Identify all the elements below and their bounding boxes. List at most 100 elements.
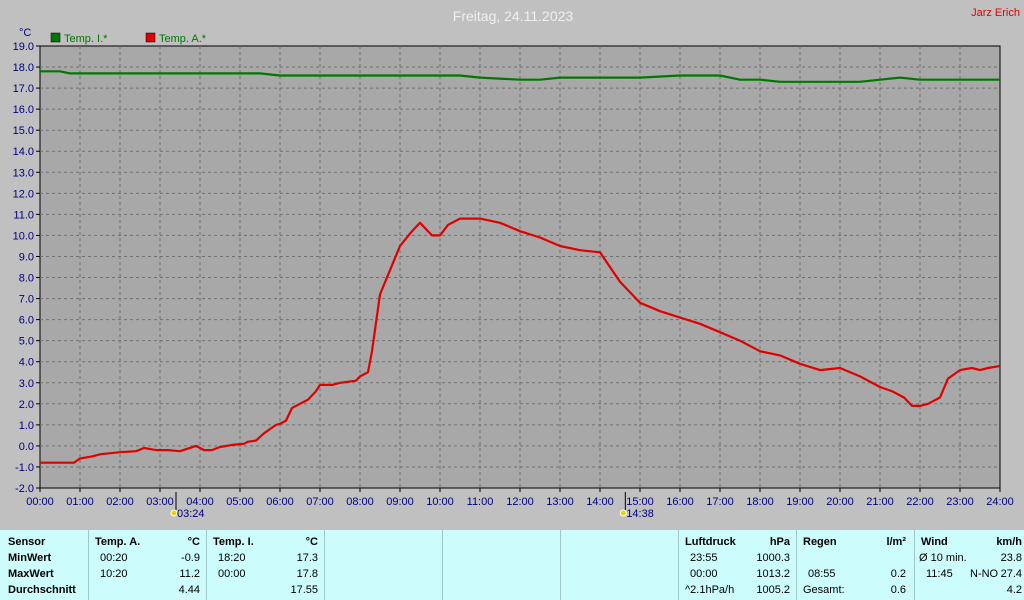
legend-swatch-temp-i: [50, 32, 61, 43]
y-tick-label: -2.0: [15, 483, 34, 495]
legend-label-temp-i: Temp. I.*: [64, 33, 108, 45]
y-tick-label: -1.0: [15, 462, 34, 474]
x-tick-label: 03:00: [146, 496, 174, 508]
x-tick-label: 23:00: [946, 496, 974, 508]
y-tick-label: 14.0: [13, 146, 34, 158]
temp-i-max: 17.8: [296, 568, 318, 580]
x-tick-label: 02:00: [106, 496, 134, 508]
y-tick-label: 7.0: [19, 294, 34, 306]
temp-a-min: -0.9: [181, 552, 200, 564]
y-tick-label: 8.0: [19, 273, 34, 285]
y-tick-label: 3.0: [19, 378, 34, 390]
pressure-max: 1013.2: [756, 568, 790, 580]
temp-a-max-time: 10:20: [100, 568, 128, 580]
y-tick-label: 1.0: [19, 420, 34, 432]
x-tick-label: 04:00: [186, 496, 214, 508]
wind-max-time: 11:45: [926, 568, 953, 580]
wind-max-dir: N-NO: [970, 568, 999, 580]
statistics-table: Sensor MinWert MaxWert Durchschnitt Temp…: [0, 530, 1024, 600]
rain-max: 0.2: [890, 568, 906, 580]
temperature-chart: Freitag, 24.11.2023 Jarz Erich °C Temp. …: [13, 7, 1020, 520]
pressure-min-time: 23:55: [690, 552, 718, 564]
y-tick-label: 5.0: [19, 336, 34, 348]
pressure-trend: ^2.1hPa/h: [685, 584, 735, 596]
rain-unit: l/m²: [886, 536, 906, 548]
x-tick-label: 00:00: [26, 496, 54, 508]
wind-mean: 4.2: [1006, 584, 1022, 596]
y-axis-unit: °C: [19, 27, 31, 39]
series-lines: [40, 70, 1001, 464]
x-tick-label: 22:00: [906, 496, 934, 508]
sunset-icon: [619, 509, 627, 517]
sunrise-icon: [170, 509, 178, 517]
rain-max-time: 08:55: [808, 568, 836, 580]
temp-a-min-time: 00:20: [100, 552, 128, 564]
y-tick-label: 6.0: [19, 315, 34, 327]
x-tick-label: 13:00: [546, 496, 574, 508]
temp-i-unit: °C: [305, 536, 318, 548]
temp-a-unit: °C: [187, 536, 200, 548]
author-label: Jarz Erich: [971, 7, 1020, 19]
x-tick-label: 21:00: [866, 496, 894, 508]
temp-a-header: Temp. A.: [95, 536, 141, 548]
wind-max: 27.4: [1000, 568, 1022, 580]
y-tick-label: 19.0: [13, 41, 34, 53]
wind-avg-label: Ø 10 min.: [919, 552, 967, 564]
rain-total-label: Gesamt:: [803, 584, 845, 596]
temp-a-max: 11.2: [179, 568, 200, 580]
y-tick-label: 0.0: [19, 441, 34, 453]
temp-i-min-time: 18:20: [218, 552, 246, 564]
x-tick-label: 14:00: [586, 496, 614, 508]
series-line-temp-i: [40, 70, 1000, 83]
x-tick-label: 15:00: [626, 496, 654, 508]
x-tick-label: 07:00: [306, 496, 334, 508]
y-tick-label: 9.0: [19, 251, 34, 263]
x-tick-label: 01:00: [66, 496, 94, 508]
y-tick-label: 11.0: [13, 209, 34, 221]
pressure-unit: hPa: [769, 536, 790, 548]
temp-a-avg: 4.44: [178, 584, 200, 596]
sun-marker-label: 03:24: [177, 508, 205, 520]
x-tick-label: 19:00: [786, 496, 814, 508]
y-tick-label: 10.0: [13, 230, 34, 242]
x-tick-label: 05:00: [226, 496, 254, 508]
legend-swatch-temp-a: [145, 32, 156, 43]
wind-header: Wind: [921, 536, 948, 548]
y-tick-label: 4.0: [19, 357, 34, 369]
y-tick-label: 15.0: [13, 125, 34, 137]
y-tick-label: 13.0: [13, 167, 34, 179]
y-tick-label: 12.0: [13, 188, 34, 200]
x-tick-label: 20:00: [826, 496, 854, 508]
wind-unit: km/h: [996, 536, 1022, 548]
x-tick-label: 11:00: [467, 496, 494, 508]
x-tick-label: 17:00: [706, 496, 734, 508]
x-tick-label: 09:00: [386, 496, 414, 508]
x-tick-label: 16:00: [666, 496, 694, 508]
sun-markers: 03:24 14:38: [170, 492, 654, 520]
wind-avg: 23.8: [1000, 552, 1022, 564]
temp-i-avg: 17.55: [290, 584, 318, 596]
y-tick-label: 16.0: [13, 104, 34, 116]
temp-i-min: 17.3: [296, 552, 318, 564]
row-label-min: MinWert: [8, 552, 52, 564]
sun-marker-label: 14:38: [626, 508, 654, 520]
grid: [40, 46, 1000, 488]
y-tick-label: 17.0: [13, 83, 34, 95]
y-axis: -2.0 -1.0 0.0 1.0 2.0 3.0 4.0 5.0 6.0 7.0 8.0 9.0 10…: [13, 41, 40, 495]
x-tick-label: 12:00: [506, 496, 534, 508]
x-tick-label: 08:00: [346, 496, 374, 508]
series-line-temp-a: [40, 217, 1001, 464]
rain-total: 0.6: [890, 584, 906, 596]
temp-i-max-time: 00:00: [218, 568, 246, 580]
legend-label-temp-a: Temp. A.*: [159, 33, 207, 45]
temp-i-header: Temp. I.: [213, 536, 254, 548]
x-tick-label: 06:00: [266, 496, 294, 508]
pressure-avg: 1005.2: [756, 584, 790, 596]
x-tick-label: 10:00: [426, 496, 454, 508]
x-tick-label: 24:00: [986, 496, 1014, 508]
row-label-sensor: Sensor: [8, 536, 46, 548]
row-label-avg: Durchschnitt: [8, 584, 76, 596]
pressure-max-time: 00:00: [690, 568, 718, 580]
x-tick-label: 18:00: [746, 496, 774, 508]
row-label-max: MaxWert: [8, 568, 54, 580]
